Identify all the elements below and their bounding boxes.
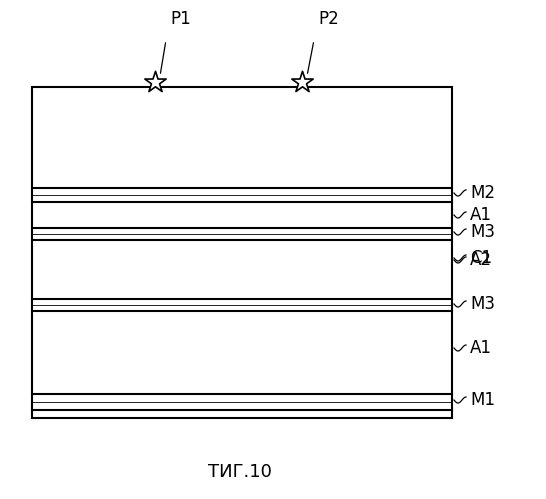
Text: A1: A1: [470, 206, 492, 224]
Text: ΤИГ.10: ΤИГ.10: [209, 463, 272, 481]
Text: A2: A2: [470, 251, 492, 269]
Bar: [32, 87, 452, 418]
Text: P2: P2: [318, 10, 339, 28]
Text: M2: M2: [470, 184, 495, 202]
Text: C1: C1: [470, 249, 492, 267]
Point: [298, 78, 306, 86]
Text: A1: A1: [470, 339, 492, 357]
Text: M3: M3: [470, 223, 495, 241]
Text: M1: M1: [470, 391, 495, 409]
Text: P1: P1: [170, 10, 191, 28]
Text: M3: M3: [470, 295, 495, 313]
Point: [151, 78, 159, 86]
